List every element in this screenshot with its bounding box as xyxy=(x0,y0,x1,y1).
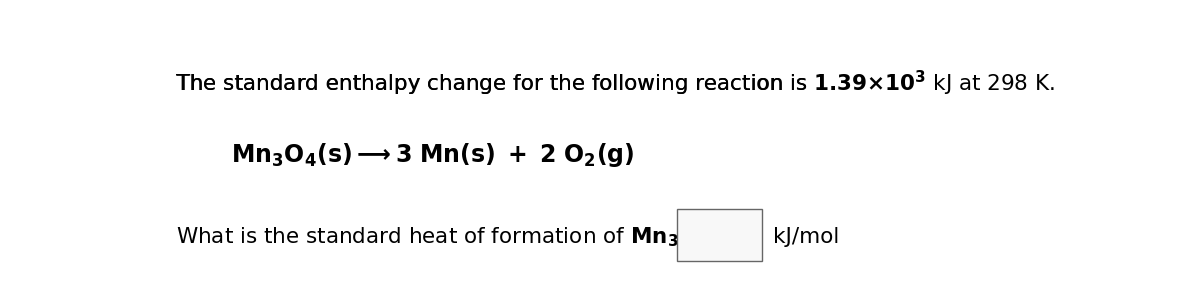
Text: $\mathbf{Mn_3O_4(s){\longrightarrow}3\ Mn(s)\ +\ 2\ O_2(g)}$: $\mathbf{Mn_3O_4(s){\longrightarrow}3\ M… xyxy=(232,140,634,169)
Text: The standard enthalpy change for the following reaction is: The standard enthalpy change for the fol… xyxy=(176,74,814,94)
Text: kJ/mol: kJ/mol xyxy=(772,227,839,247)
Bar xyxy=(677,209,762,260)
Text: The standard enthalpy change for the following reaction is $\mathbf{1.39{\times}: The standard enthalpy change for the fol… xyxy=(176,69,1055,99)
Text: What is the standard heat of formation of $\mathbf{Mn_3O_4(s)?}$: What is the standard heat of formation o… xyxy=(176,225,753,249)
